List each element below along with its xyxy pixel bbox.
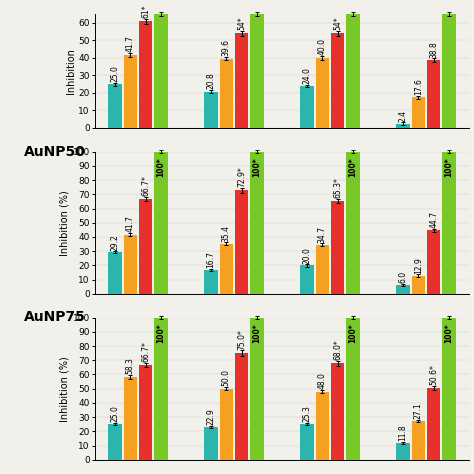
- Text: 75.0*: 75.0*: [237, 329, 246, 350]
- Y-axis label: Inhibition (%): Inhibition (%): [60, 190, 70, 255]
- Text: 100*: 100*: [253, 157, 262, 177]
- Text: 20.0: 20.0: [302, 246, 311, 264]
- Bar: [346, 318, 360, 460]
- Text: 44.7: 44.7: [429, 211, 438, 228]
- Text: 40.0: 40.0: [318, 38, 327, 55]
- Bar: [139, 199, 153, 294]
- Bar: [235, 190, 248, 294]
- Bar: [300, 265, 314, 294]
- Text: 66.7*: 66.7*: [141, 175, 150, 196]
- Bar: [155, 318, 168, 460]
- Bar: [124, 377, 137, 460]
- Bar: [108, 84, 122, 128]
- Bar: [124, 55, 137, 128]
- Text: 41.7: 41.7: [126, 216, 135, 232]
- Text: 25.0: 25.0: [110, 405, 119, 422]
- Bar: [396, 443, 410, 460]
- Bar: [250, 12, 264, 128]
- Y-axis label: Inhibition (%): Inhibition (%): [60, 356, 70, 421]
- Text: 29.2: 29.2: [110, 234, 119, 251]
- Bar: [411, 421, 425, 460]
- Text: 54*: 54*: [333, 17, 342, 30]
- Text: 12.9: 12.9: [414, 257, 423, 273]
- Text: AuNP75: AuNP75: [24, 310, 85, 325]
- Text: 41.7: 41.7: [126, 36, 135, 52]
- Bar: [219, 59, 233, 128]
- Bar: [316, 58, 329, 128]
- Text: 16.7: 16.7: [207, 251, 216, 268]
- Text: 58.3: 58.3: [126, 357, 135, 374]
- Bar: [204, 270, 218, 294]
- Text: 100*: 100*: [348, 157, 357, 177]
- Text: 100*: 100*: [445, 323, 454, 343]
- Bar: [219, 244, 233, 294]
- Bar: [346, 12, 360, 128]
- Bar: [235, 353, 248, 460]
- Text: AuNP50: AuNP50: [24, 145, 85, 159]
- Bar: [204, 91, 218, 128]
- Text: 100*: 100*: [156, 157, 165, 177]
- Text: 27.1: 27.1: [414, 402, 423, 419]
- Bar: [427, 60, 440, 128]
- Text: 25.3: 25.3: [302, 405, 311, 422]
- Bar: [235, 34, 248, 128]
- Bar: [108, 424, 122, 460]
- Bar: [300, 86, 314, 128]
- Text: 25.0: 25.0: [110, 65, 119, 82]
- Bar: [411, 275, 425, 294]
- Text: 61*: 61*: [141, 4, 150, 18]
- Bar: [442, 152, 456, 294]
- Text: 48.0: 48.0: [318, 372, 327, 389]
- Text: 100*: 100*: [156, 323, 165, 343]
- Text: 100*: 100*: [445, 157, 454, 177]
- Bar: [442, 318, 456, 460]
- Text: 50.0: 50.0: [222, 369, 231, 386]
- Bar: [331, 201, 345, 294]
- Text: 20.8: 20.8: [207, 73, 216, 89]
- Text: 35.4: 35.4: [222, 225, 231, 242]
- Bar: [427, 230, 440, 294]
- Text: 68.0*: 68.0*: [333, 339, 342, 360]
- Bar: [396, 285, 410, 294]
- Text: 39.6: 39.6: [222, 39, 231, 56]
- Bar: [396, 124, 410, 128]
- Bar: [346, 152, 360, 294]
- Text: 50.6*: 50.6*: [429, 365, 438, 385]
- Bar: [250, 152, 264, 294]
- Bar: [155, 12, 168, 128]
- Bar: [331, 34, 345, 128]
- Bar: [300, 424, 314, 460]
- Text: 22.9: 22.9: [207, 409, 216, 425]
- Bar: [155, 152, 168, 294]
- Bar: [139, 365, 153, 460]
- Bar: [250, 318, 264, 460]
- Bar: [124, 235, 137, 294]
- Text: 72.9*: 72.9*: [237, 166, 246, 187]
- Bar: [427, 388, 440, 460]
- Bar: [316, 392, 329, 460]
- Text: 65.3*: 65.3*: [333, 177, 342, 198]
- Bar: [108, 252, 122, 294]
- Bar: [316, 245, 329, 294]
- Bar: [331, 363, 345, 460]
- Text: 34.7: 34.7: [318, 226, 327, 243]
- Text: 6.0: 6.0: [399, 272, 408, 283]
- Text: 54*: 54*: [237, 17, 246, 30]
- Text: 17.6: 17.6: [414, 78, 423, 95]
- Text: 24.0: 24.0: [302, 67, 311, 84]
- Text: 100*: 100*: [253, 323, 262, 343]
- Bar: [139, 21, 153, 128]
- Text: 100*: 100*: [348, 323, 357, 343]
- Bar: [442, 12, 456, 128]
- Bar: [411, 97, 425, 128]
- Bar: [219, 389, 233, 460]
- Y-axis label: Inhibition: Inhibition: [66, 48, 76, 94]
- Text: 66.7*: 66.7*: [141, 341, 150, 362]
- Text: 11.8: 11.8: [399, 425, 408, 441]
- Text: 38.8: 38.8: [429, 41, 438, 57]
- Text: 2.4: 2.4: [399, 109, 408, 121]
- Bar: [204, 427, 218, 460]
